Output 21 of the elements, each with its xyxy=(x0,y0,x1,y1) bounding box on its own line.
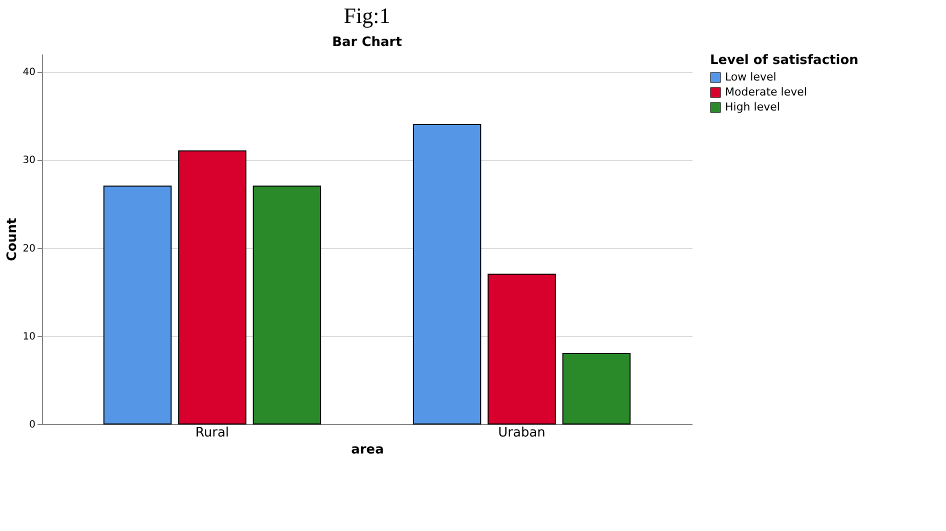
chart-subtitle: Bar Chart xyxy=(332,35,402,50)
x-tick-label: Rural xyxy=(195,426,230,440)
legend-label: Moderate level xyxy=(725,86,807,98)
legend-label: Low level xyxy=(725,70,776,84)
y-tick-label: 40 xyxy=(22,67,36,78)
bar xyxy=(488,274,556,424)
bar xyxy=(562,353,631,424)
y-axis-title: Count xyxy=(4,218,20,262)
legend-title: Level of satisfaction xyxy=(710,53,858,68)
bar xyxy=(178,150,246,424)
x-tick-label: Uraban xyxy=(498,426,546,440)
bar xyxy=(252,186,322,424)
bar xyxy=(412,124,482,424)
legend-label: High level xyxy=(725,100,780,114)
y-tick-label: 30 xyxy=(22,155,36,166)
y-tick-label: 10 xyxy=(22,331,36,342)
y-tick-label: 0 xyxy=(29,420,36,430)
x-axis-title: area xyxy=(351,442,384,458)
chart-title: Fig:1 xyxy=(344,3,390,28)
y-tick-label: 20 xyxy=(22,243,36,254)
bar xyxy=(103,186,172,424)
